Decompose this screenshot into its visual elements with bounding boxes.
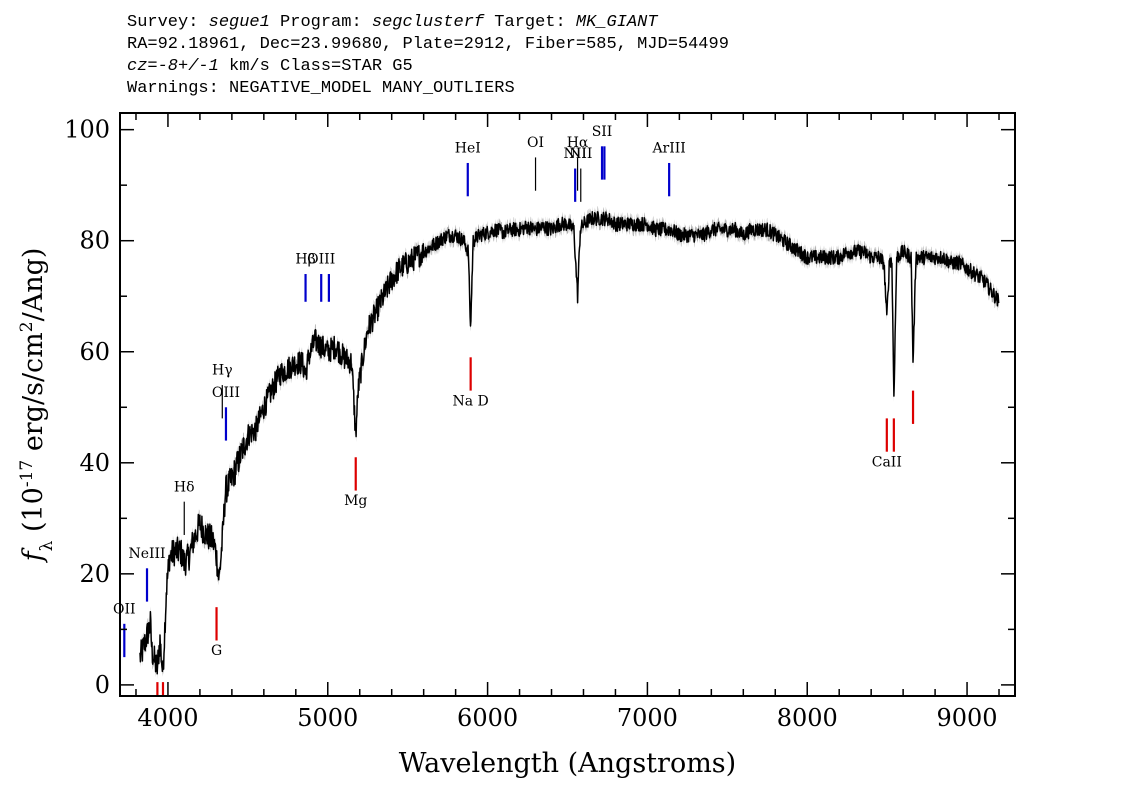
cz-value: -8+/-1 (157, 57, 219, 76)
line-label-10: NII (564, 146, 587, 162)
y-tick-label: 0 (95, 671, 110, 699)
spectrum-header: Survey: segue1 Program: segclusterf Targ… (127, 12, 729, 100)
x-tick-label: 4000 (137, 704, 198, 732)
axes-layer: 4000 5000 6000 7000 8000 9000 0 20 40 60 80 100 (64, 113, 1015, 732)
survey-value: segue1 (208, 13, 270, 32)
line-label-2: Hδ (174, 479, 195, 495)
line-label-1: NeIII (128, 546, 165, 562)
line-label-18: G (211, 643, 222, 659)
spectrum-layer (139, 211, 1000, 675)
y-tick-label: 60 (79, 338, 110, 366)
line-label-15: ArIII (651, 141, 685, 157)
plot-frame (119, 112, 1016, 697)
program-label: Program: (280, 13, 362, 32)
target-value: MK_GIANT (575, 13, 658, 32)
x-tick-label: 5000 (297, 704, 358, 732)
line-label-8: HeI (455, 141, 481, 157)
survey-label: Survey: (127, 13, 199, 32)
y-tick-label: 20 (79, 560, 110, 588)
x-axis-label: Wavelength (Angstroms) (399, 748, 736, 779)
line-label-21: CaII (872, 454, 902, 470)
header-coordinates-line: RA=92.18961, Dec=23.99680, Plate=2912, F… (127, 35, 729, 54)
x-tick-label: 7000 (617, 704, 678, 732)
y-tick-label: 40 (79, 449, 110, 477)
header-redshift-line: cz=-8+/-1 km/s Class=STAR G5 (127, 56, 729, 78)
spectrum-line (139, 211, 1000, 675)
x-tick-label: 8000 (777, 704, 838, 732)
program-value: segclusterf (371, 13, 485, 32)
error-band-layer (140, 206, 999, 680)
line-label-20: Na D (453, 393, 489, 409)
line-label-3: Hγ (212, 363, 233, 379)
line-label-13: SII (592, 124, 613, 140)
error-band (140, 206, 999, 680)
line-label-5: Hβ (295, 252, 315, 268)
y-tick-label: 100 (64, 116, 110, 144)
line-label-11: Hα (567, 135, 589, 151)
line-label-12: NII (569, 146, 592, 162)
cz-label: cz= (127, 57, 158, 76)
line-label-4: OIII (212, 385, 240, 401)
line-label-6: OIII (307, 252, 335, 268)
line-label-19: Mg (344, 493, 367, 509)
x-tick-label: 6000 (457, 704, 518, 732)
header-survey-line: Survey: segue1 Program: segclusterf Targ… (127, 12, 729, 34)
y-tick-label: 80 (79, 227, 110, 255)
class-text: km/s Class=STAR G5 (218, 57, 413, 76)
line-label-0: OII (113, 601, 136, 617)
y-axis-label: fλ (10-17 erg/s/cm2/Ang) (17, 248, 57, 564)
line-label-9: OI (527, 135, 544, 151)
header-warnings-line: Warnings: NEGATIVE_MODEL MANY_OUTLIERS (127, 79, 515, 98)
x-tick-label: 9000 (937, 704, 998, 732)
target-label: Target: (494, 13, 566, 32)
